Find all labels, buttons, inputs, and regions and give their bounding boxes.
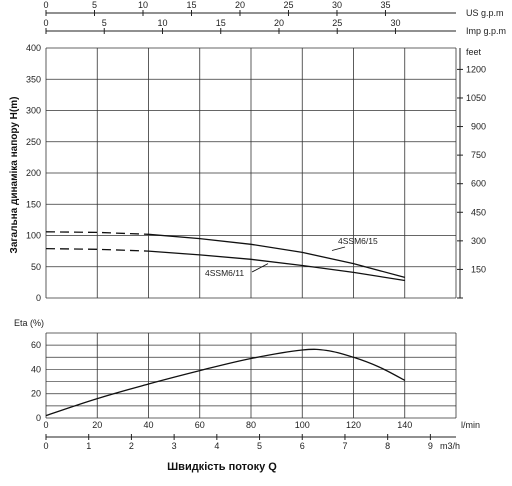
lmin-tick-label: 140 bbox=[397, 420, 412, 430]
head-curve-4SSM6/15 bbox=[148, 233, 405, 279]
feet-axis-tick-label: 900 bbox=[471, 122, 486, 132]
head-y-tick-label: 200 bbox=[26, 168, 41, 178]
top-axis-tick-label: 25 bbox=[283, 0, 293, 10]
head-y-tick-label: 100 bbox=[26, 231, 41, 241]
m3h-tick-label: 0 bbox=[43, 441, 48, 451]
feet-axis-tick-label: 450 bbox=[471, 207, 486, 217]
eta-y-tick-label: 60 bbox=[31, 340, 41, 350]
top-axis-tick-label: 30 bbox=[390, 18, 400, 28]
top-axis-tick-label: 0 bbox=[43, 18, 48, 28]
efficiency-curve bbox=[45, 348, 406, 417]
top-axis-tick-label: 0 bbox=[43, 0, 48, 10]
top-axis-tick-label: 30 bbox=[332, 0, 342, 10]
curve-label-4SSM6-15: 4SSM6/15 bbox=[338, 236, 378, 246]
m3h-tick-label: 6 bbox=[300, 441, 305, 451]
lmin-unit-label: l/min bbox=[461, 420, 480, 430]
top-axis-tick-label: 10 bbox=[138, 0, 148, 10]
head-y-tick-label: 0 bbox=[36, 293, 41, 303]
top-axis-tick-label: 20 bbox=[235, 0, 245, 10]
m3h-tick-label: 3 bbox=[172, 441, 177, 451]
top-axis-tick-label: 25 bbox=[332, 18, 342, 28]
m3h-tick-label: 5 bbox=[257, 441, 262, 451]
head-y-tick-label: 400 bbox=[26, 43, 41, 53]
head-panel: 0 50 100 150 200 250 300 350 400 150 300 450 600 750 9… bbox=[9, 43, 486, 303]
m3h-tick-label: 1 bbox=[86, 441, 91, 451]
head-y-tick-label: 350 bbox=[26, 74, 41, 84]
top-axis-tick-label: 5 bbox=[92, 0, 97, 10]
top-axis-unit-label: US g.p.m bbox=[466, 8, 504, 18]
feet-axis-tick-label: 1200 bbox=[466, 64, 486, 74]
head-y-axis-title: Загальна динаміка напору H(m) bbox=[9, 97, 20, 254]
top-axis-unit-label: Imp g.p.m bbox=[466, 26, 506, 36]
lmin-tick-label: 40 bbox=[143, 420, 153, 430]
top-axis-tick-label: 20 bbox=[274, 18, 284, 28]
m3h-unit-label: m3/h bbox=[440, 441, 460, 451]
m3h-tick-label: 8 bbox=[385, 441, 390, 451]
eta-y-tick-label: 20 bbox=[31, 389, 41, 399]
feet-axis-tick-label: 750 bbox=[471, 150, 486, 160]
feet-axis-label: feet bbox=[466, 47, 482, 57]
feet-axis-tick-label: 600 bbox=[471, 179, 486, 189]
lmin-tick-label: 60 bbox=[195, 420, 205, 430]
efficiency-panel: 0 20 40 60 Eta (%) bbox=[14, 318, 457, 423]
lmin-tick-label: 80 bbox=[246, 420, 256, 430]
top-axis-tick-label: 15 bbox=[186, 0, 196, 10]
top-axis-tick-label: 35 bbox=[380, 0, 390, 10]
head-curve-dashed-4SSM6/15 bbox=[45, 231, 149, 235]
top-axis-tick-label: 15 bbox=[216, 18, 226, 28]
head-curve-4SSM6/11 bbox=[148, 250, 405, 282]
feet-axis-tick-label: 300 bbox=[471, 236, 486, 246]
m3h-tick-label: 4 bbox=[214, 441, 219, 451]
head-y-tick-label: 250 bbox=[26, 137, 41, 147]
lmin-tick-label: 20 bbox=[92, 420, 102, 430]
top-axis-tick-label: 10 bbox=[157, 18, 167, 28]
lmin-tick-label: 120 bbox=[346, 420, 361, 430]
head-y-tick-label: 300 bbox=[26, 106, 41, 116]
bottom-axes: 0 20 40 60 80 100 120 140 l/min 0 1 2 3 4 5 6 7 8 9 m3/h Шви… bbox=[43, 420, 480, 473]
eta-y-tick-label: 0 bbox=[36, 413, 41, 423]
eta-y-axis-title: Eta (%) bbox=[14, 318, 44, 328]
head-y-tick-label: 50 bbox=[31, 262, 41, 272]
x-axis-title: Швидкість потоку Q bbox=[167, 461, 277, 473]
lmin-tick-label: 100 bbox=[295, 420, 310, 430]
top-axis-tick-label: 5 bbox=[102, 18, 107, 28]
curve-leader-4SSM6-11 bbox=[251, 263, 269, 273]
m3h-tick-label: 2 bbox=[129, 441, 134, 451]
head-curve-dashed-4SSM6/11 bbox=[45, 247, 149, 252]
eta-y-tick-label: 40 bbox=[31, 364, 41, 374]
curve-leader-4SSM6-15 bbox=[331, 246, 346, 251]
lmin-tick-label: 0 bbox=[43, 420, 48, 430]
head-y-tick-label: 150 bbox=[26, 199, 41, 209]
curve-label-4SSM6-11: 4SSM6/11 bbox=[205, 268, 244, 278]
m3h-tick-label: 9 bbox=[428, 441, 433, 451]
feet-axis-tick-label: 1050 bbox=[466, 93, 486, 103]
m3h-tick-label: 7 bbox=[342, 441, 347, 451]
feet-axis-tick-label: 150 bbox=[471, 264, 486, 274]
